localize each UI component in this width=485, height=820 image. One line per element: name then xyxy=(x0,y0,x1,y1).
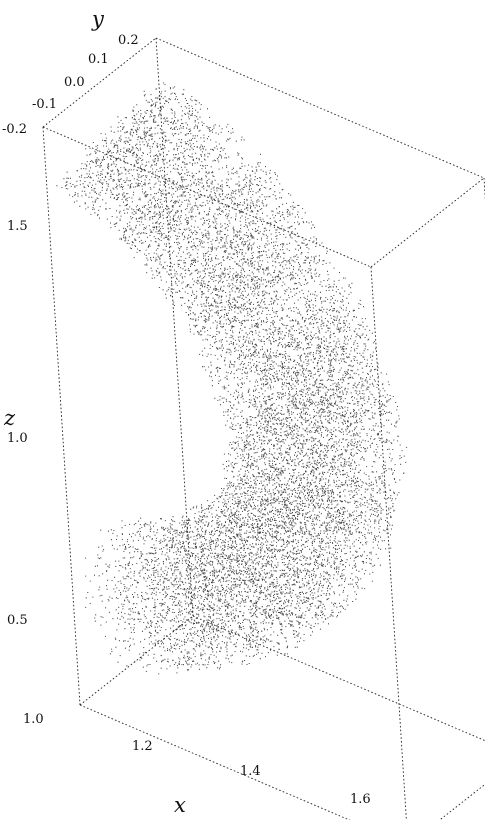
x-tick-label: 1.2 xyxy=(132,739,153,754)
box-edge xyxy=(370,266,407,820)
y-tick-label: 0.1 xyxy=(88,52,109,67)
x-tick-label: 1.0 xyxy=(23,712,44,727)
y-tick-label: 0.0 xyxy=(64,75,85,90)
box-edge xyxy=(79,615,194,706)
box-edge xyxy=(42,37,157,128)
box-edge xyxy=(370,177,485,268)
bounding-box-front-edges xyxy=(42,126,407,820)
scatter-points xyxy=(56,82,408,675)
bounding-box-back-edges xyxy=(42,37,485,820)
point-cloud xyxy=(56,82,408,675)
box-edge xyxy=(439,783,485,820)
box-edge xyxy=(42,126,372,268)
y-tick-label: -0.1 xyxy=(32,97,57,112)
x-tick-label: 1.6 xyxy=(350,792,371,807)
x-tick-label: 1.4 xyxy=(240,764,261,779)
box-edge xyxy=(42,126,81,706)
x-axis-label: x xyxy=(174,793,186,817)
z-axis-label: z xyxy=(3,406,16,430)
box-edge xyxy=(155,37,194,617)
box-edge xyxy=(155,37,485,179)
box-edge xyxy=(192,615,485,742)
z-tick-label: 1.5 xyxy=(7,219,28,234)
z-tick-label: 0.5 xyxy=(7,613,28,628)
y-tick-label: 0.2 xyxy=(118,33,139,48)
y-axis-label: y xyxy=(91,7,105,31)
tick-labels: -0.2 -0.1 0.0 0.1 0.2 1.5 1.0 0.5 1.0 1.… xyxy=(2,33,371,807)
z-tick-label: 1.0 xyxy=(7,431,28,446)
y-tick-label: -0.2 xyxy=(2,122,27,137)
